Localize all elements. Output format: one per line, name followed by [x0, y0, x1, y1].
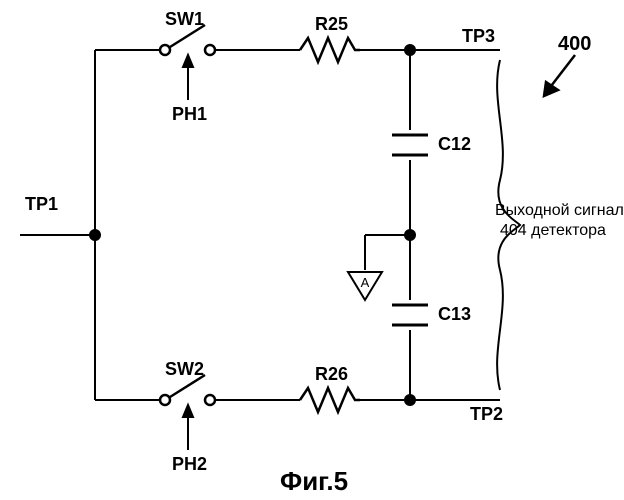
label-ph2: PH2 — [172, 454, 207, 474]
switch-sw1 — [160, 25, 215, 55]
arrow-ph1 — [183, 55, 193, 100]
label-400: 400 — [558, 33, 591, 55]
nodes — [89, 44, 416, 406]
label-r26: R26 — [315, 364, 348, 384]
resistor-r25 — [300, 38, 360, 62]
label-output-l1: Выходной сигнал — [495, 202, 624, 219]
resistor-r26 — [300, 388, 360, 412]
capacitor-c13 — [392, 305, 428, 325]
label-c12: C12 — [438, 134, 471, 154]
label-output-l2: 404 детектора — [500, 222, 606, 239]
ref-400-arrow — [544, 55, 575, 96]
arrow-ph2 — [183, 405, 193, 450]
label-r25: R25 — [315, 14, 348, 34]
ground-a-label: A — [361, 275, 370, 290]
switch-sw2 — [160, 375, 215, 405]
wires — [20, 50, 500, 400]
label-tp2: TP2 — [470, 404, 503, 424]
circuit-diagram: A TP1 TP3 TP2 SW1 SW2 PH1 PH2 R25 R26 C1… — [0, 0, 624, 500]
label-sw1: SW1 — [165, 9, 204, 29]
label-tp3: TP3 — [462, 26, 495, 46]
caption: Фиг.5 — [280, 466, 348, 496]
capacitor-c12 — [392, 135, 428, 155]
label-c13: C13 — [438, 304, 471, 324]
text-labels: TP1 TP3 TP2 SW1 SW2 PH1 PH2 R25 R26 C12 … — [25, 9, 624, 496]
label-sw2: SW2 — [165, 359, 204, 379]
label-ph1: PH1 — [172, 104, 207, 124]
label-tp1: TP1 — [25, 194, 58, 214]
